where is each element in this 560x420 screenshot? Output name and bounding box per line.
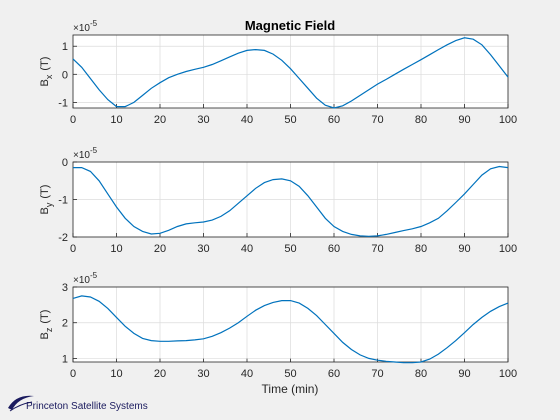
princeton-satellite-systems-logo: Princeton Satellite Systems xyxy=(6,392,156,418)
bz-axes: 0 10 20 30 40 50 60 70 80 90 100 1 2 3 ×10-5 Bz (T) xyxy=(39,271,517,380)
bx-exponent-power: -5 xyxy=(90,19,98,28)
by-exponent-base: ×10 xyxy=(73,150,90,161)
by-x-tick-label: 20 xyxy=(154,243,166,255)
bz-y-label-symbol: B xyxy=(39,332,51,339)
logo-text: Princeton Satellite Systems xyxy=(26,401,148,412)
by-x-tick-label: 90 xyxy=(458,243,470,255)
bx-x-tick-label: 50 xyxy=(284,114,296,126)
bz-x-tick-label: 90 xyxy=(458,368,470,380)
bx-y-label-unit: (T) xyxy=(39,57,51,71)
bz-x-tick-label: 40 xyxy=(241,368,253,380)
by-y-tick-label: -2 xyxy=(58,232,68,244)
bz-x-tick-label: 50 xyxy=(284,368,296,380)
by-y-label-symbol: B xyxy=(39,207,51,214)
bx-exponent-base: ×10 xyxy=(73,23,90,34)
x-axis-label: Time (min) xyxy=(262,382,319,396)
by-x-tick-label: 60 xyxy=(328,243,340,255)
bx-x-tick-label: 10 xyxy=(110,114,122,126)
bz-y-axis-label: Bz (T) xyxy=(39,310,54,340)
by-y-axis-label: By (T) xyxy=(39,185,54,215)
bz-exponent-label: ×10-5 xyxy=(73,271,98,286)
bx-x-tick-label: 20 xyxy=(154,114,166,126)
bz-y-label-unit: (T) xyxy=(39,310,51,324)
by-y-label-unit: (T) xyxy=(39,185,51,199)
bx-y-label-symbol: B xyxy=(39,79,51,86)
by-x-tick-label: 10 xyxy=(110,243,122,255)
bz-x-tick-label: 60 xyxy=(328,368,340,380)
bx-x-tick-label: 30 xyxy=(197,114,209,126)
by-x-tick-label: 70 xyxy=(371,243,383,255)
bx-y-tick-label: 1 xyxy=(62,41,68,53)
figure-title: Magnetic Field xyxy=(245,18,335,33)
bx-exponent-label: ×10-5 xyxy=(73,19,98,34)
bz-x-tick-label: 30 xyxy=(197,368,209,380)
bz-y-label-subscript: z xyxy=(44,327,54,332)
by-x-tick-label: 100 xyxy=(499,243,517,255)
bz-x-tick-label: 0 xyxy=(70,368,76,380)
by-x-tick-label: 50 xyxy=(284,243,296,255)
by-y-label-subscript: y xyxy=(44,202,54,207)
bx-x-tick-label: 0 xyxy=(70,114,76,126)
bz-x-tick-label: 70 xyxy=(371,368,383,380)
bx-axes: 0 10 20 30 40 50 60 70 80 90 100-101×10-5Bx(T) xyxy=(39,19,517,126)
by-x-tick-label: 40 xyxy=(241,243,253,255)
bz-x-tick-label: 80 xyxy=(415,368,427,380)
bx-y-axis-label: Bx (T) xyxy=(39,57,54,87)
bz-x-tick-label: 10 xyxy=(110,368,122,380)
bx-x-tick-label: 60 xyxy=(328,114,340,126)
by-axes: 0 10 20 30 40 50 60 70 80 90 100 -2 -1 0 ×10-5 By (T) xyxy=(39,146,517,255)
bz-y-tick-label: 1 xyxy=(62,353,68,365)
bz-exponent-power: -5 xyxy=(90,271,98,280)
by-exponent-power: -5 xyxy=(90,146,98,155)
by-x-tick-label: 80 xyxy=(415,243,427,255)
bz-x-tick-label: 20 xyxy=(154,368,166,380)
bz-y-tick-label: 3 xyxy=(62,282,68,294)
bz-x-tick-label: 100 xyxy=(499,368,517,380)
bx-x-tick-label: 40 xyxy=(241,114,253,126)
bx-y-tick-label: -1 xyxy=(58,97,68,109)
bx-x-tick-label: 100 xyxy=(499,114,517,126)
bz-exponent-base: ×10 xyxy=(73,275,90,286)
by-y-tick-label: -1 xyxy=(58,195,68,207)
bx-x-tick-label: 70 xyxy=(371,114,383,126)
by-x-tick-label: 30 xyxy=(197,243,209,255)
bx-y-tick-label: 0 xyxy=(62,69,68,81)
bx-x-tick-label: 80 xyxy=(415,114,427,126)
by-y-tick-label: 0 xyxy=(62,157,68,169)
bx-x-tick-label: 90 xyxy=(458,114,470,126)
by-x-tick-label: 0 xyxy=(70,243,76,255)
bz-y-tick-label: 2 xyxy=(62,318,68,330)
by-exponent-label: ×10-5 xyxy=(73,146,98,161)
bx-y-label-subscript: x xyxy=(44,74,54,79)
